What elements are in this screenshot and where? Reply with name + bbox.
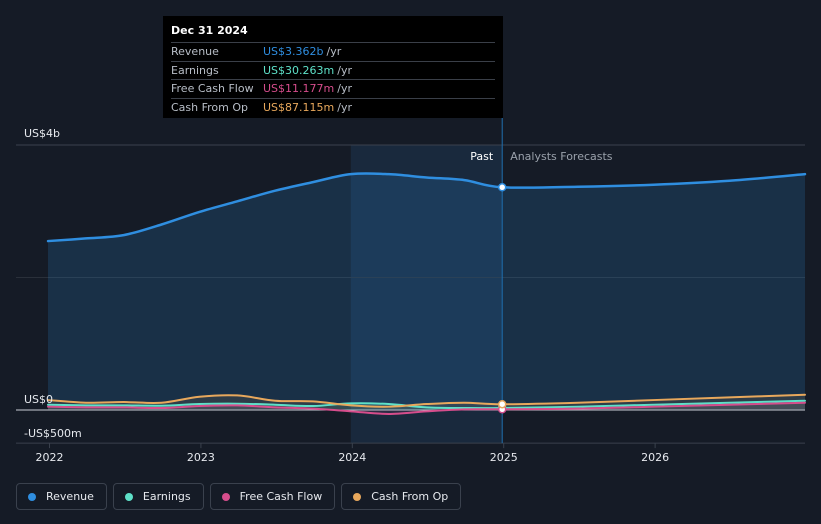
tooltip-row-label: Earnings	[171, 63, 219, 77]
revenue-area	[48, 173, 805, 410]
tooltip-row: Cash From Op US$87.115m/yr	[171, 97, 495, 117]
tooltip-row-unit: /yr	[337, 82, 352, 95]
legend-item-cash-from-op[interactable]: Cash From Op	[341, 483, 462, 510]
revenue-line	[46, 172, 807, 243]
revenue-marker	[497, 183, 507, 192]
tooltip-row-value: US$30.263m	[263, 63, 335, 77]
legend-dot-icon	[124, 492, 133, 501]
legend: Revenue Earnings Free Cash Flow Cash From O…	[16, 483, 462, 510]
tooltip-row-value: US$87.115m	[263, 100, 335, 114]
y-axis-label-bottom: -US$500m	[24, 427, 82, 440]
gridlines	[16, 144, 805, 444]
x-tick-label: 2022	[36, 451, 64, 464]
cash-from-op-line	[47, 393, 806, 408]
forecast-label: Analysts Forecasts	[510, 150, 613, 163]
earnings-line	[47, 399, 806, 410]
tooltip: Dec 31 2024 Revenue US$3.362b/yr Earnings U…	[163, 16, 503, 118]
x-tick-label: 2026	[641, 451, 669, 464]
tooltip-row-value: US$11.177m	[263, 82, 335, 95]
tooltip-row: Free Cash Flow US$11.177m/yr	[171, 79, 495, 98]
legend-label: Free Cash Flow	[239, 490, 323, 503]
x-tick-label: 2023	[187, 451, 215, 464]
legend-dot-icon	[353, 492, 362, 501]
legend-item-revenue[interactable]: Revenue	[16, 483, 107, 510]
series-areas	[48, 173, 805, 414]
legend-label: Earnings	[142, 490, 191, 503]
tooltip-date: Dec 31 2024	[171, 24, 248, 37]
y-axis-label-zero: US$0	[24, 393, 53, 406]
tooltip-row-unit: /yr	[337, 100, 352, 114]
tooltip-row-label: Free Cash Flow	[171, 82, 254, 95]
free-cash-flow-line	[47, 401, 806, 415]
legend-item-free-cash-flow[interactable]: Free Cash Flow	[209, 483, 336, 510]
legend-item-earnings[interactable]: Earnings	[112, 483, 204, 510]
hover-markers	[497, 183, 507, 414]
y-axis-label-top: US$4b	[24, 127, 60, 140]
legend-label: Cash From Op	[371, 490, 449, 503]
x-tick-label: 2024	[338, 451, 366, 464]
legend-label: Revenue	[46, 490, 94, 503]
tooltip-row-label: Revenue	[171, 45, 219, 58]
legend-dot-icon	[28, 492, 36, 501]
cash-from-op-marker	[497, 399, 507, 409]
highlight-band	[350, 145, 503, 444]
legend-dot-icon	[221, 492, 230, 501]
tooltip-row-label: Cash From Op	[171, 100, 249, 114]
x-tick-label: 2025	[490, 451, 518, 464]
x-axis-ticks: 2022 2023 2024 2025 2026	[36, 443, 669, 464]
tooltip-row-value: US$3.362b	[263, 45, 324, 58]
series-lines	[46, 172, 807, 415]
tooltip-row-unit: /yr	[337, 63, 352, 77]
past-label: Past	[470, 150, 494, 163]
tooltip-row: Revenue US$3.362b/yr	[171, 42, 495, 61]
tooltip-row-unit: /yr	[326, 45, 342, 58]
tooltip-row: Earnings US$30.263m/yr	[171, 60, 495, 80]
